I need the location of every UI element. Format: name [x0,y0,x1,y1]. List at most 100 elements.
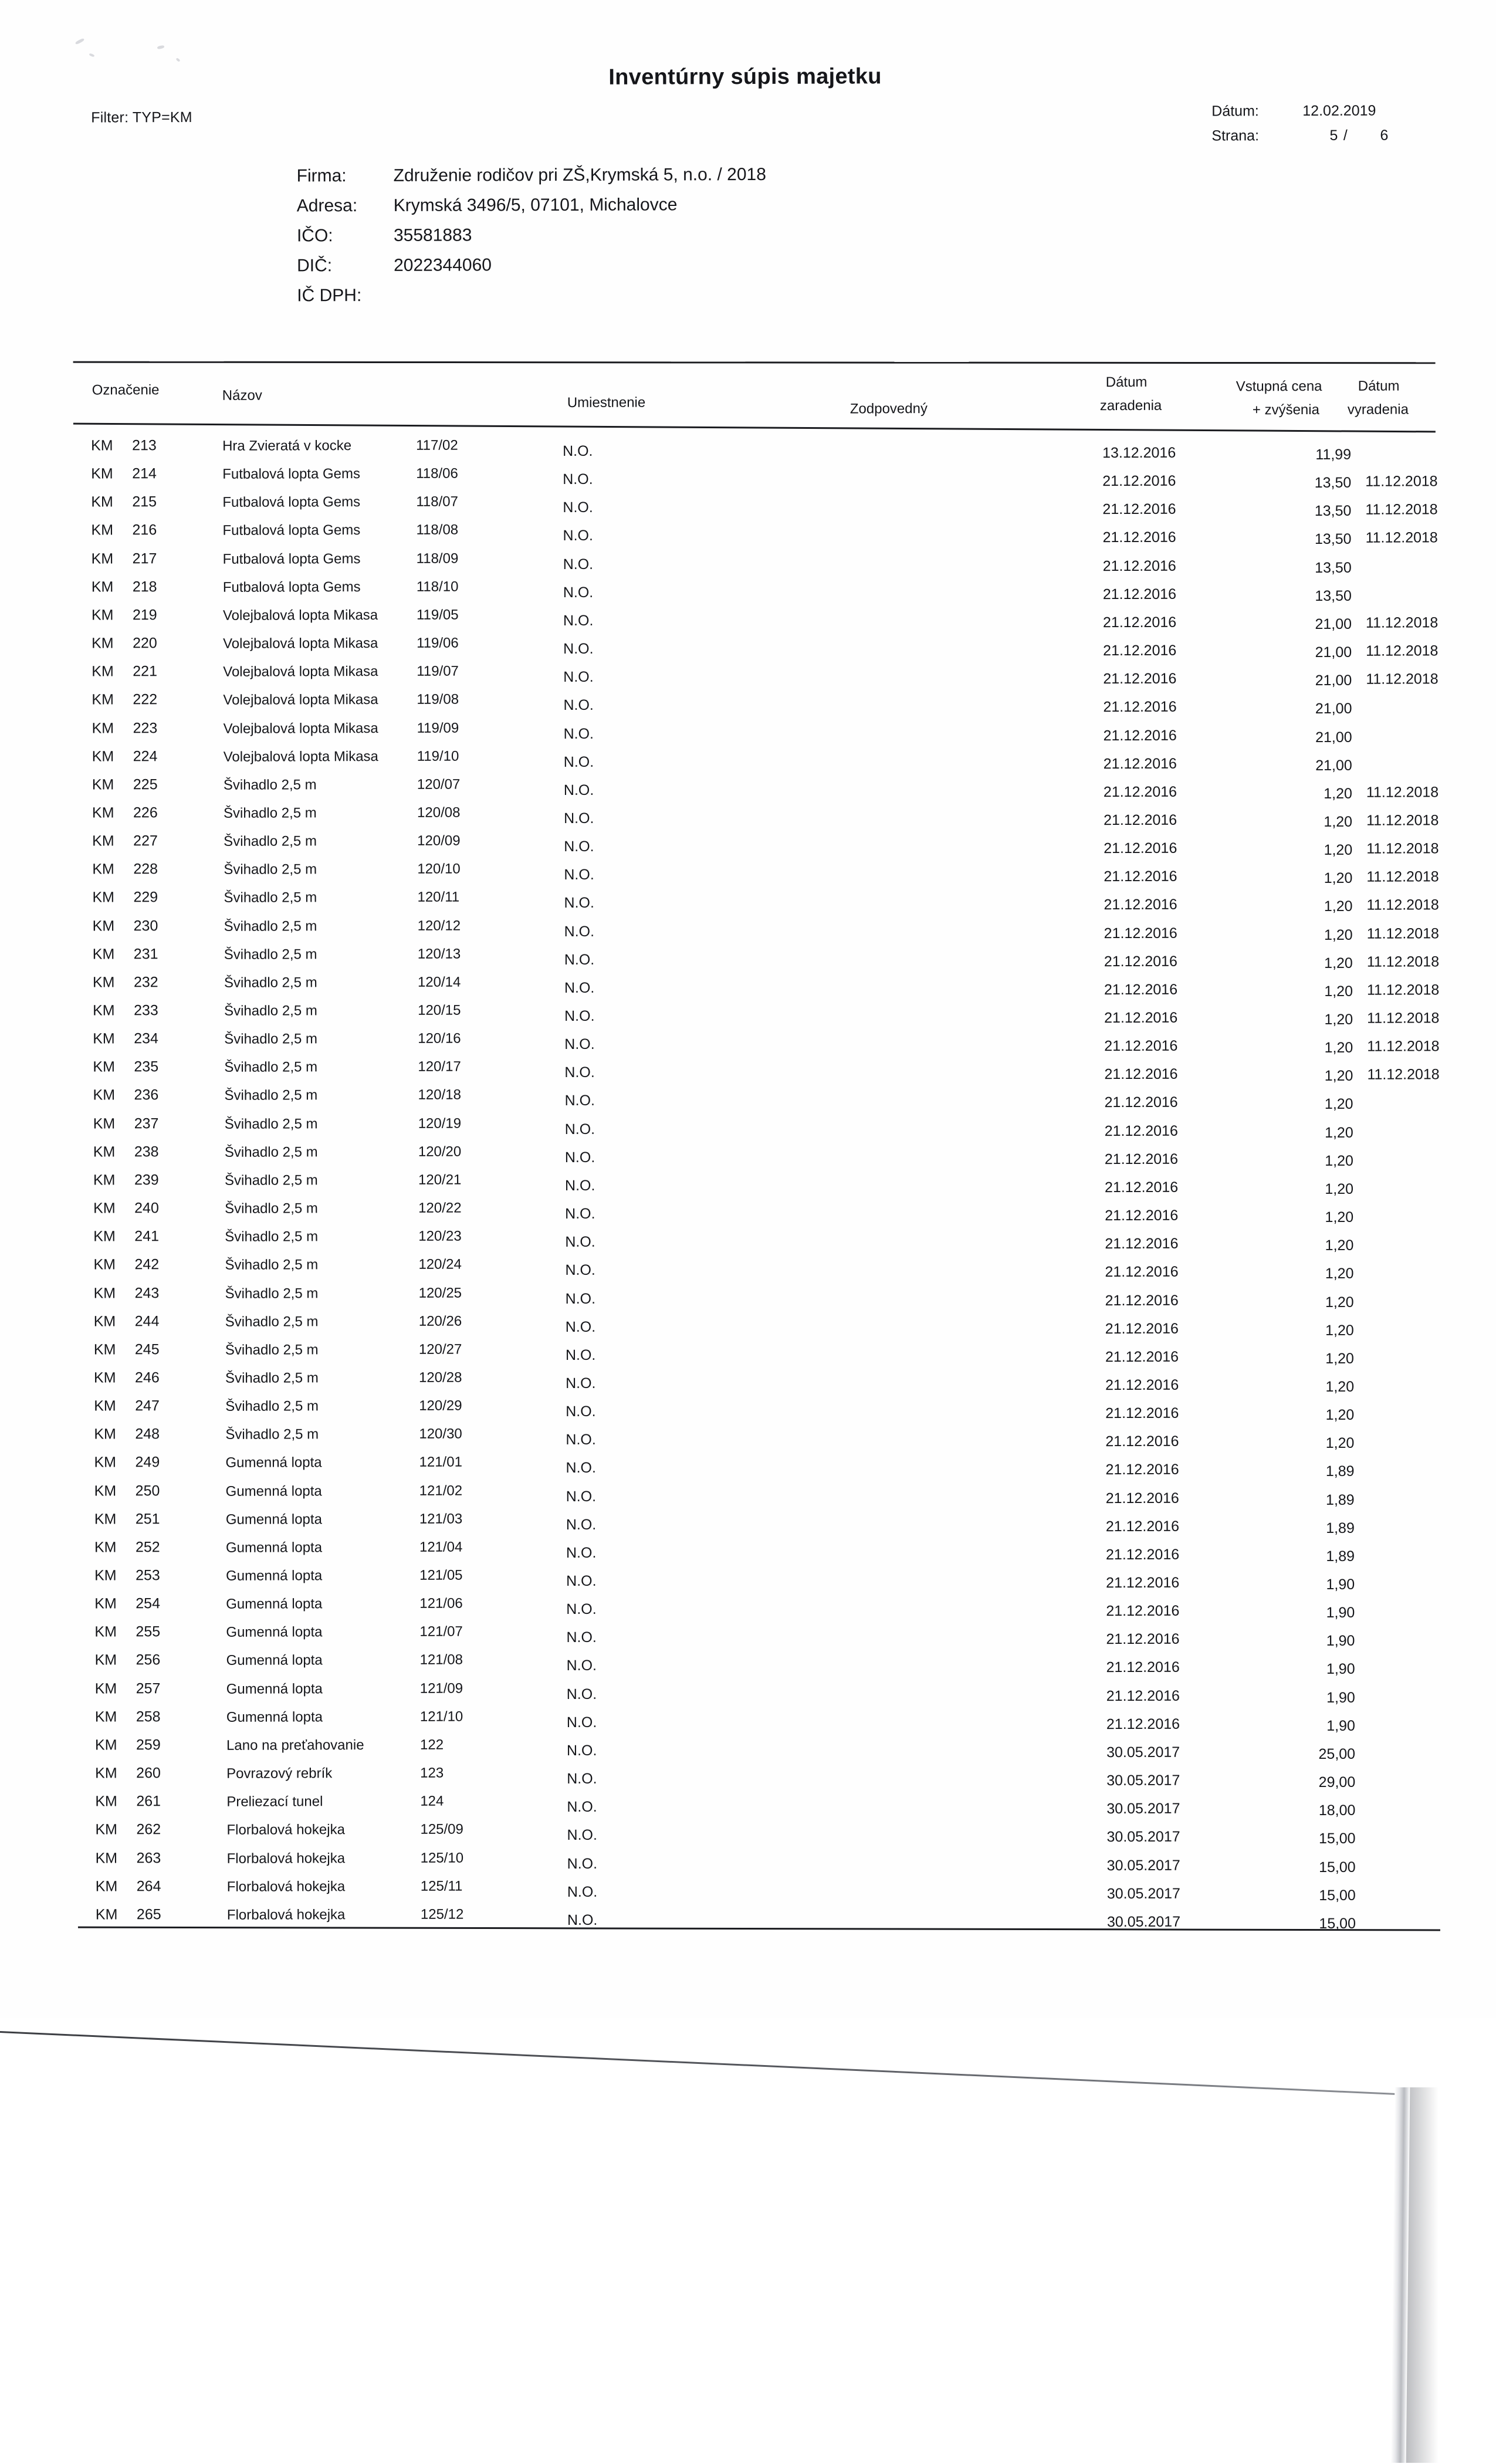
row-kod: 120/19 [418,1115,462,1132]
row-cena: 21,00 [1315,757,1352,774]
row-type: KM [95,1793,117,1810]
row-datum-zaradenia: 21.12.2016 [1105,1320,1179,1337]
row-datum-zaradenia: 21.12.2016 [1104,1122,1178,1139]
row-umiestnenie: N.O. [565,1234,595,1251]
row-umiestnenie: N.O. [567,1911,598,1928]
row-nazov: Gumenná lopta [225,1511,322,1528]
row-datum-zaradenia: 21.12.2016 [1105,1376,1179,1394]
row-cena: 1,89 [1325,1491,1355,1508]
row-nazov: Florbalová hokejka [226,1878,346,1895]
row-number: 222 [133,691,158,708]
row-number: 221 [133,663,158,680]
ico-label: IČO: [296,226,333,246]
page-current: 5 [1329,127,1338,144]
ico-value: 35581883 [393,225,472,245]
row-number: 215 [132,493,157,510]
table-row: KM 246 Švihadlo 2,5 m 120/28 N.O. 21.12.2016 1… [1,1365,1496,1398]
row-umiestnenie: N.O. [566,1714,597,1731]
row-kod: 121/05 [419,1567,463,1583]
row-umiestnenie: N.O. [563,725,594,742]
row-nazov: Gumenná lopta [225,1539,323,1556]
table-row: KM 261 Preliezací tunel 124 N.O. 30.05.2017 18… [2,1789,1496,1822]
row-cena: 1,20 [1324,1068,1353,1085]
table-row: KM 241 Švihadlo 2,5 m 120/23 N.O. 21.12.2016 1… [1,1224,1496,1257]
column-header-datum-zaradenia-line1: Dátum [1105,374,1148,391]
row-nazov: Švihadlo 2,5 m [225,1398,319,1414]
row-umiestnenie: N.O. [566,1544,597,1561]
row-nazov: Švihadlo 2,5 m [224,833,317,849]
row-umiestnenie: N.O. [564,1149,595,1166]
row-umiestnenie: N.O. [566,1572,597,1589]
row-kod: 119/06 [417,635,459,651]
row-umiestnenie: N.O. [566,1600,597,1618]
table-row: KM 263 Florbalová hokejka 125/10 N.O. 30.05.2… [3,1845,1496,1878]
row-nazov: Volejbalová lopta Mikasa [223,635,378,652]
row-kod: 120/18 [418,1087,461,1104]
row-nazov: Volejbalová lopta Mikasa [222,607,378,624]
row-umiestnenie: N.O. [564,895,594,912]
row-number: 214 [132,465,157,482]
row-type: KM [94,1680,117,1697]
table-header-rule [73,422,1436,433]
table-row: KM 219 Volejbalová lopta Mikasa 119/05 N.O. 2… [0,603,1495,635]
company-icdph-row: IČ DPH: [297,279,766,311]
row-kod: 120/09 [417,832,461,849]
row-cena: 1,20 [1324,926,1353,943]
row-nazov: Švihadlo 2,5 m [224,861,317,878]
row-nazov: Švihadlo 2,5 m [224,946,317,963]
row-kod: 120/14 [417,974,461,990]
row-cena: 15,00 [1318,1830,1356,1847]
row-datum-zaradenia: 21.12.2016 [1104,981,1178,998]
row-datum-vyradenia: 11.12.2018 [1366,840,1439,857]
row-umiestnenie: N.O. [563,753,594,770]
row-datum-zaradenia: 21.12.2016 [1102,614,1177,631]
row-number: 225 [133,776,158,793]
row-nazov: Švihadlo 2,5 m [225,1200,318,1217]
row-kod: 120/13 [417,946,461,962]
row-umiestnenie: N.O. [563,669,594,686]
row-type: KM [92,635,114,652]
row-datum-zaradenia: 21.12.2016 [1104,1179,1179,1196]
row-type: KM [93,1115,116,1132]
row-nazov: Švihadlo 2,5 m [224,1059,318,1076]
row-nazov: Švihadlo 2,5 m [225,1342,319,1358]
row-umiestnenie: N.O. [563,697,594,714]
table-row: KM 218 Futbalová lopta Gems 118/10 N.O. 21.12… [0,574,1495,607]
row-type: KM [91,550,114,567]
row-umiestnenie: N.O. [563,640,594,658]
row-datum-vyradenia: 11.12.2018 [1366,896,1439,914]
row-number: 242 [134,1256,160,1273]
row-type: KM [91,493,113,510]
row-number: 251 [135,1510,160,1527]
row-nazov: Švihadlo 2,5 m [224,1003,317,1019]
row-cena: 29,00 [1318,1773,1356,1791]
table-row: KM 214 Futbalová lopta Gems 118/06 N.O. 21.12… [0,461,1494,494]
row-datum-zaradenia: 30.05.2017 [1106,1800,1180,1817]
row-umiestnenie: N.O. [567,1855,598,1872]
table-row: KM 257 Gumenná lopta 121/09 N.O. 21.12.2016 1,… [2,1676,1496,1709]
row-datum-zaradenia: 21.12.2016 [1104,1037,1178,1055]
table-row: KM 247 Švihadlo 2,5 m 120/29 N.O. 21.12.2016 1… [1,1393,1496,1426]
row-umiestnenie: N.O. [566,1460,596,1477]
row-type: KM [93,1002,115,1019]
row-type: KM [91,465,113,482]
row-datum-zaradenia: 21.12.2016 [1103,755,1177,772]
row-type: KM [93,1256,116,1273]
table-row: KM 250 Gumenná lopta 121/02 N.O. 21.12.2016 1,… [2,1478,1496,1511]
inventory-table: Označenie Názov Umiestnenie Zodpovedný D… [0,0,1493,1932]
row-nazov: Futbalová lopta Gems [222,578,361,595]
row-kod: 120/30 [419,1426,462,1443]
row-number: 217 [132,550,157,567]
row-cena: 13,50 [1315,559,1352,576]
row-nazov: Švihadlo 2,5 m [223,805,317,821]
row-datum-zaradenia: 21.12.2016 [1103,727,1177,744]
row-cena: 1,20 [1325,1435,1355,1452]
company-adresa-row: Adresa: Krymská 3496/5, 07101, Michalovc… [297,189,766,221]
row-datum-zaradenia: 21.12.2016 [1105,1546,1180,1563]
row-datum-zaradenia: 30.05.2017 [1106,1744,1180,1761]
row-nazov: Florbalová hokejka [226,1822,345,1839]
document-meta: Dátum: 12.02.2019 Strana: 5 / 6 [1211,102,1405,152]
row-type: KM [95,1849,118,1867]
row-cena: 1,20 [1324,983,1353,1000]
row-type: KM [94,1651,117,1668]
